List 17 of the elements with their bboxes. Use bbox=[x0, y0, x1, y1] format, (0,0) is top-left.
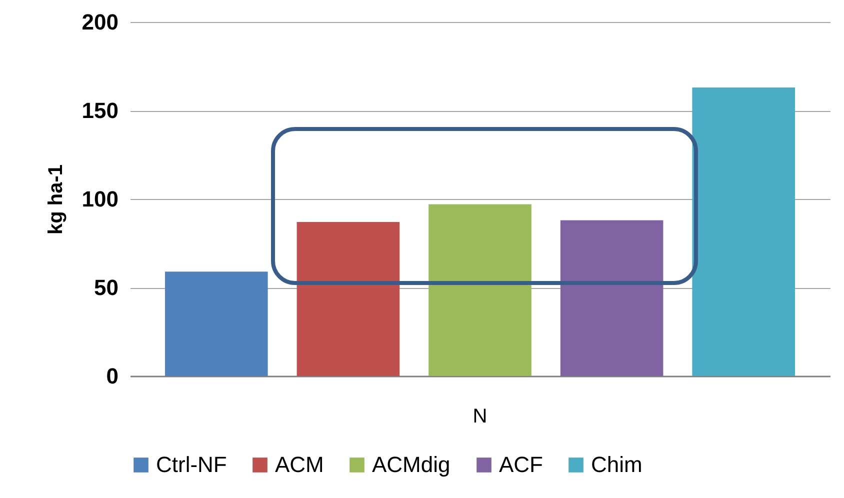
bar bbox=[560, 220, 664, 376]
y-tick-label: 0 bbox=[106, 364, 118, 388]
y-tick-label: 100 bbox=[82, 186, 118, 212]
legend-label: Chim bbox=[591, 452, 642, 477]
legend-label: Ctrl-NF bbox=[156, 452, 227, 477]
legend-label: ACMdig bbox=[372, 452, 450, 477]
y-tick-label: 50 bbox=[94, 275, 118, 300]
x-tick-label: N bbox=[472, 406, 488, 428]
bar bbox=[296, 222, 400, 376]
legend-label: ACM bbox=[275, 452, 324, 477]
y-tick-label: 200 bbox=[82, 10, 118, 34]
bar bbox=[428, 204, 532, 376]
bar bbox=[165, 272, 268, 376]
bar bbox=[692, 87, 795, 376]
y-tick-label: 150 bbox=[82, 98, 118, 123]
y-axis-title: kg ha-1 bbox=[44, 164, 67, 235]
legend-label: ACF bbox=[499, 452, 543, 477]
